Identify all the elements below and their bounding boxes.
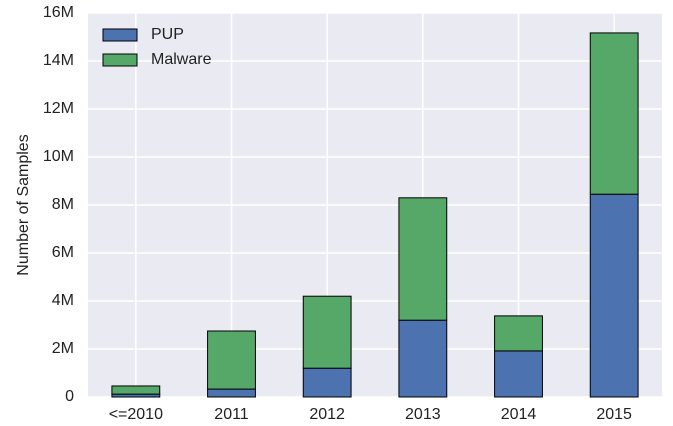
y-tick-label: 0 [65,388,74,405]
y-tick-label: 12M [43,100,74,117]
legend-swatch [102,53,138,67]
x-tick-label: <=2010 [109,406,163,423]
legend-label: PUP [151,26,184,43]
bar-segment [589,193,639,398]
x-tick-label: 2011 [214,406,249,423]
x-tick-label: 2014 [501,406,537,423]
bar-segment [207,388,256,398]
y-tick-label: 16M [43,4,74,21]
legend-label: Malware [151,51,212,68]
bar-segment [398,319,448,398]
bar-segment [111,385,161,395]
y-tick-label: 8M [52,196,74,213]
y-tick-label: 6M [52,244,74,261]
bar-segment [589,32,639,195]
legend-swatch [102,28,138,42]
y-tick-label: 4M [52,292,74,309]
bar-segment [302,295,352,369]
bar-segment [302,367,352,398]
bar-segment [494,315,543,352]
y-axis-label: Number of Samples [15,134,32,275]
x-tick-label: 2012 [309,406,345,423]
y-tick-label: 10M [43,148,74,165]
bar-segment [494,350,543,398]
y-tick-label: 2M [52,340,74,357]
y-tick-label: 14M [43,52,74,69]
bar-segment [398,197,448,321]
x-tick-label: 2013 [405,406,441,423]
x-tick-label: 2015 [596,406,632,423]
bar-segment [207,330,256,390]
